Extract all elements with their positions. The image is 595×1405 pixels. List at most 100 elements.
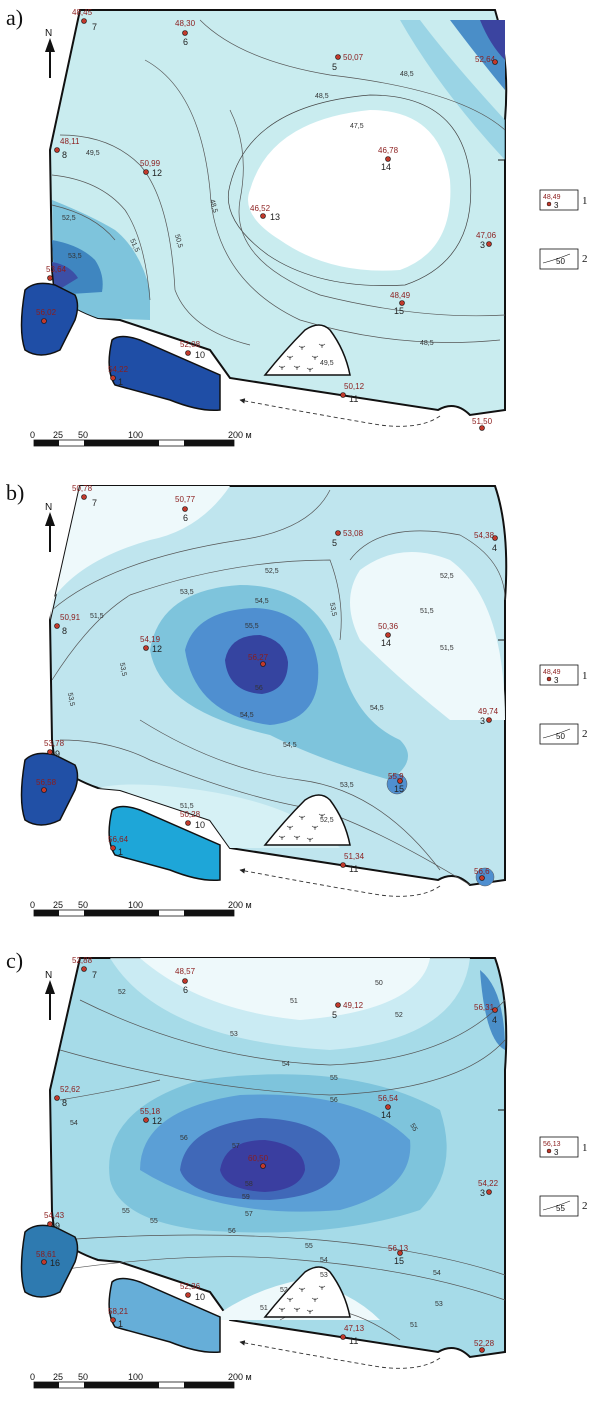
isoline-labels-c: 50 51 52 52 53 54 55 56 56 57 58 59 57 5…: [70, 980, 443, 1329]
svg-text:12: 12: [152, 168, 162, 178]
svg-text:11: 11: [349, 1336, 358, 1346]
legend-c: 56,13 3 1 55 2: [539, 1136, 588, 1217]
svg-text:50: 50: [375, 980, 383, 987]
svg-text:15: 15: [394, 1256, 404, 1266]
isoline-labels-a: 48,5 47,5 48,5 48,5 50,5 51,5 48,5 49,5 …: [62, 71, 434, 367]
svg-text:4: 4: [492, 1015, 497, 1025]
panel-b: b) N: [6, 480, 588, 917]
svg-text:25: 25: [53, 1372, 63, 1382]
svg-text:47,13: 47,13: [344, 1324, 365, 1333]
svg-text:10: 10: [195, 820, 205, 830]
panel-a-label: a): [6, 5, 23, 30]
well-2: 51,50: [472, 417, 493, 431]
well-4: 56,31 4: [474, 1003, 498, 1025]
svg-text:51,5: 51,5: [420, 608, 434, 615]
svg-text:51: 51: [410, 1322, 418, 1329]
svg-text:52,5: 52,5: [440, 573, 454, 580]
svg-text:1: 1: [118, 1319, 123, 1329]
svg-text:6: 6: [183, 985, 188, 995]
svg-text:52,36: 52,36: [180, 1282, 201, 1291]
well-11: 51,34 11: [340, 852, 365, 874]
svg-text:51: 51: [260, 1305, 268, 1312]
well-14: 50,36 14: [378, 622, 399, 648]
svg-text:55: 55: [150, 1218, 158, 1225]
svg-text:54: 54: [320, 1257, 328, 1264]
svg-text:56,54: 56,54: [378, 1094, 399, 1103]
well-16: 56,58: [36, 778, 57, 793]
svg-text:200 м: 200 м: [228, 900, 252, 910]
well-8: 50,91 8: [54, 613, 81, 636]
svg-text:3: 3: [480, 240, 485, 250]
svg-text:48,5: 48,5: [315, 93, 329, 100]
svg-text:56: 56: [255, 685, 263, 692]
svg-text:9: 9: [55, 749, 60, 759]
svg-text:46,52: 46,52: [250, 204, 271, 213]
svg-text:51,50: 51,50: [472, 417, 493, 426]
well-4: 52,64: [475, 55, 498, 65]
well-5: 50,07 5: [332, 53, 364, 72]
svg-text:58,61: 58,61: [36, 1250, 57, 1259]
svg-text:48,30: 48,30: [175, 19, 196, 28]
svg-text:50,91: 50,91: [60, 613, 81, 622]
svg-text:48,57: 48,57: [175, 967, 196, 976]
well-15: 56,13 15: [388, 1244, 409, 1266]
well-2: 56,6: [474, 867, 490, 881]
svg-text:8: 8: [62, 1098, 67, 1108]
well-13: 56,27: [248, 653, 269, 667]
svg-text:60,50: 60,50: [248, 1154, 269, 1163]
well-9: 53,64: [46, 265, 67, 281]
svg-text:52,28: 52,28: [474, 1339, 495, 1348]
svg-text:4: 4: [492, 543, 497, 553]
svg-text:9: 9: [55, 1221, 60, 1231]
svg-text:54,38: 54,38: [474, 531, 495, 540]
svg-text:50,36: 50,36: [378, 622, 399, 631]
svg-text:8: 8: [62, 626, 67, 636]
svg-text:53,5: 53,5: [340, 782, 354, 789]
svg-text:53,5: 53,5: [328, 602, 337, 617]
svg-text:13: 13: [270, 212, 280, 222]
svg-text:15: 15: [394, 784, 404, 794]
svg-text:56: 56: [330, 1097, 338, 1104]
well-7: 48,45 7: [72, 8, 97, 32]
svg-text:55,9: 55,9: [388, 772, 404, 781]
north-label-a: N: [45, 28, 52, 39]
svg-text:54,22: 54,22: [478, 1179, 499, 1188]
svg-text:51,5: 51,5: [440, 645, 454, 652]
svg-text:54: 54: [433, 1270, 441, 1277]
svg-text:48,5: 48,5: [420, 340, 434, 347]
svg-text:57: 57: [245, 1211, 253, 1218]
svg-text:51,5: 51,5: [180, 803, 194, 810]
svg-text:53,5: 53,5: [66, 692, 75, 707]
svg-text:25: 25: [53, 900, 63, 910]
svg-text:48,11: 48,11: [60, 137, 80, 146]
svg-text:53: 53: [320, 1272, 328, 1279]
panel-b-label: b): [6, 480, 24, 505]
svg-text:6: 6: [183, 513, 188, 523]
svg-text:56: 56: [228, 1228, 236, 1235]
svg-text:48,49: 48,49: [543, 669, 561, 676]
svg-text:54,22: 54,22: [108, 365, 129, 374]
legend-a: 48,49 3 1 50 2: [539, 189, 588, 270]
well-15: 48,49 15: [390, 291, 411, 316]
svg-text:56,31: 56,31: [474, 1003, 495, 1012]
svg-text:14: 14: [381, 1110, 391, 1120]
well-14: 56,54 14: [378, 1094, 399, 1120]
well-7: 52,88 7: [72, 956, 97, 980]
svg-text:3: 3: [554, 201, 559, 210]
svg-text:55: 55: [122, 1208, 130, 1215]
well-6: 48,30 6: [175, 19, 196, 47]
well-4: 54,38 4: [474, 531, 498, 553]
svg-text:0: 0: [30, 1372, 35, 1382]
svg-text:48,49: 48,49: [390, 291, 411, 300]
svg-text:10: 10: [195, 350, 205, 360]
svg-text:52,08: 52,08: [180, 340, 201, 349]
well-6: 48,57 6: [175, 967, 196, 995]
svg-text:58,21: 58,21: [108, 1307, 129, 1316]
map-c: [20, 957, 508, 1369]
legend-b: 48,49 3 1 50 2: [539, 664, 588, 745]
